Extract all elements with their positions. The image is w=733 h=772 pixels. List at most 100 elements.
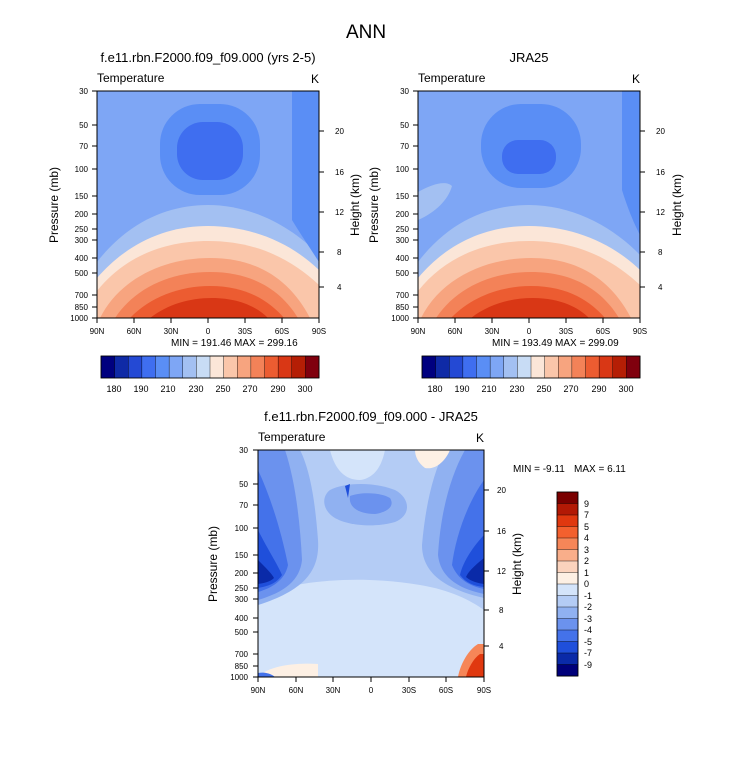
- y-tick-label: 70: [79, 142, 88, 151]
- main-title: ANN: [346, 22, 386, 43]
- x-tick-label: 0: [527, 327, 532, 336]
- y-tick-label: 1000: [230, 673, 248, 682]
- height-tick-label: 16: [497, 527, 506, 536]
- max-label: MAX = 299.09: [555, 338, 619, 349]
- colorbar-label: 0: [584, 579, 589, 589]
- x-axis: 90N 60N 30N 0 30S 60S 90S: [90, 318, 326, 336]
- x-tick-label: 90N: [90, 327, 105, 336]
- min-label: MIN = -9.11: [513, 464, 565, 475]
- y-tick-label: 500: [396, 269, 410, 278]
- colorbar-swatch: [209, 355, 225, 379]
- colorbar-swatch: [598, 355, 614, 379]
- height-tick-label: 16: [656, 168, 665, 177]
- colorbar-swatch: [556, 549, 579, 562]
- colorbar-swatch: [196, 355, 211, 379]
- colorbar: 180 190 210 230 250 270 290 300: [100, 355, 320, 394]
- colorbar-swatch: [585, 355, 600, 379]
- panel-jra25-temperature: JRA25 Temperature K 30 50 70 100 150 200…: [367, 50, 684, 394]
- y-axis-title: Pressure (mb): [206, 526, 220, 602]
- y-tick-label: 850: [75, 303, 89, 312]
- colorbar-label: 300: [297, 384, 312, 394]
- colorbar-label: 3: [584, 545, 589, 555]
- panel-variable-label: Temperature: [418, 71, 486, 85]
- x-tick-label: 0: [206, 327, 211, 336]
- colorbar-swatch: [626, 355, 641, 379]
- colorbar-swatch: [530, 355, 546, 379]
- colorbar-swatch: [462, 355, 478, 379]
- colorbar-swatch: [556, 526, 579, 539]
- x-tick-label: 60N: [127, 327, 142, 336]
- y-tick-label: 500: [235, 628, 249, 637]
- x-axis: 90N 60N 30N 0 30S 60S 90S: [251, 677, 491, 695]
- colorbar-swatch: [556, 664, 579, 677]
- y-axis-title: Pressure (mb): [367, 167, 381, 243]
- height-tick-label: 20: [335, 127, 344, 136]
- y-tick-label: 100: [75, 165, 89, 174]
- y-tick-label: 30: [79, 87, 88, 96]
- x-tick-label: 30N: [326, 686, 341, 695]
- y-axis-right-title: Height (km): [348, 174, 362, 236]
- y-tick-label: 1000: [70, 314, 88, 323]
- colorbar-label: 180: [427, 384, 442, 394]
- colorbar-label: 290: [270, 384, 285, 394]
- y-tick-label: 400: [235, 614, 249, 623]
- x-tick-label: 30S: [402, 686, 416, 695]
- colorbar-swatch: [556, 560, 579, 574]
- colorbar-swatch: [168, 355, 184, 379]
- x-tick-label: 30S: [238, 327, 252, 336]
- height-tick-label: 8: [658, 248, 663, 257]
- colorbar-swatch: [435, 355, 450, 379]
- height-tick-label: 12: [497, 567, 506, 576]
- colorbar-swatch: [128, 355, 143, 379]
- panel-title: JRA25: [509, 50, 548, 65]
- y-tick-label: 700: [75, 291, 89, 300]
- colorbar-label: 300: [618, 384, 633, 394]
- y-axis-right-title: Height (km): [510, 533, 524, 595]
- y-tick-label: 100: [396, 165, 410, 174]
- colorbar-label: 180: [106, 384, 121, 394]
- height-tick-label: 4: [658, 283, 663, 292]
- colorbar-swatch: [114, 355, 129, 379]
- x-tick-label: 60S: [596, 327, 610, 336]
- colorbar-swatch: [612, 355, 627, 379]
- y-axis-right-title: Height (km): [670, 174, 684, 236]
- y-tick-label: 1000: [391, 314, 409, 323]
- panel-variable-label: Temperature: [258, 430, 326, 444]
- x-tick-label: 90S: [477, 686, 491, 695]
- x-axis: 90N 60N 30N 0 30S 60S 90S: [411, 318, 647, 336]
- colorbar-swatch: [571, 355, 587, 379]
- colorbar-label: 250: [215, 384, 230, 394]
- min-label: MIN = 191.46: [171, 338, 232, 349]
- colorbar-label: 190: [133, 384, 148, 394]
- y-tick-label: 400: [75, 254, 89, 263]
- x-tick-label: 30N: [485, 327, 500, 336]
- colorbar-swatch: [250, 355, 266, 379]
- colorbar-swatch: [141, 355, 157, 379]
- x-tick-label: 60N: [289, 686, 304, 695]
- height-tick-label: 20: [656, 127, 665, 136]
- colorbar-label: 270: [563, 384, 578, 394]
- y-tick-label: 30: [400, 87, 409, 96]
- contour-field: [418, 91, 640, 318]
- colorbar-swatch: [277, 355, 293, 379]
- colorbar-label: 230: [509, 384, 524, 394]
- x-tick-label: 90N: [251, 686, 266, 695]
- y-tick-label: 200: [235, 569, 249, 578]
- x-tick-label: 90N: [411, 327, 426, 336]
- y-tick-label: 850: [396, 303, 410, 312]
- min-label: MIN = 193.49: [492, 338, 553, 349]
- colorbar-swatch: [556, 503, 579, 516]
- colorbar-label: -5: [584, 637, 592, 647]
- panel-units-label: K: [632, 72, 640, 86]
- height-tick-label: 8: [499, 606, 504, 615]
- colorbar-label: 2: [584, 556, 589, 566]
- max-label: MAX = 299.16: [234, 338, 298, 349]
- colorbar-swatch: [489, 355, 505, 379]
- y-tick-label: 700: [396, 291, 410, 300]
- y-tick-label: 200: [75, 210, 89, 219]
- colorbar-label: -2: [584, 602, 592, 612]
- colorbar-swatch: [503, 355, 518, 379]
- x-tick-label: 0: [369, 686, 374, 695]
- height-tick-label: 12: [335, 208, 344, 217]
